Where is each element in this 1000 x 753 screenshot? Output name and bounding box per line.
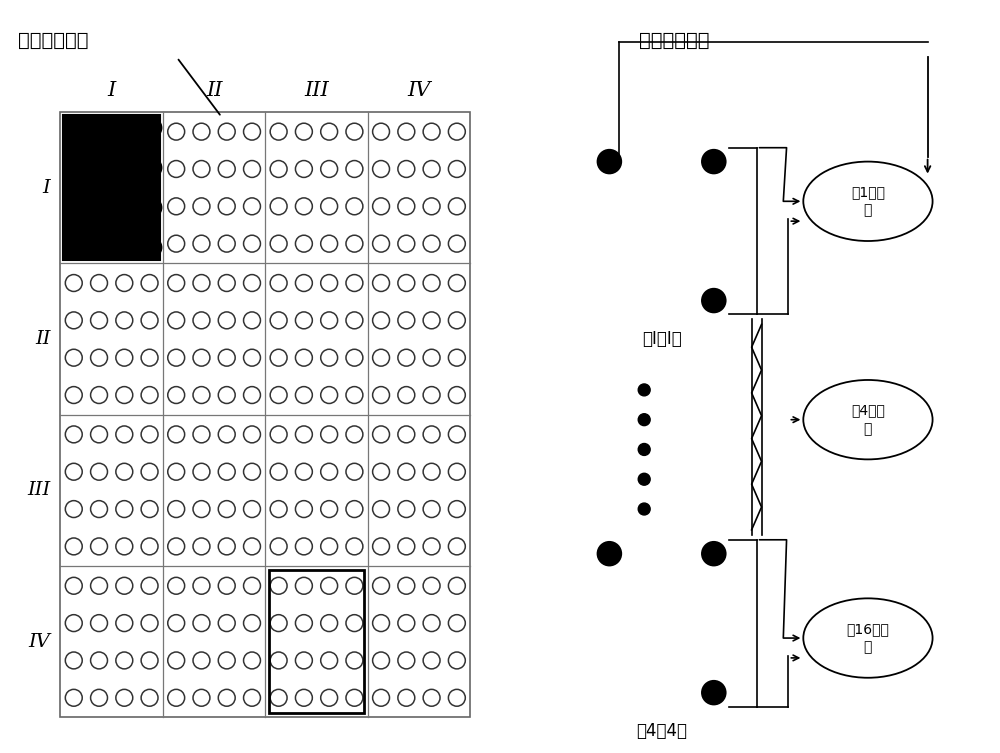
Circle shape bbox=[116, 237, 136, 258]
Circle shape bbox=[632, 219, 656, 243]
Circle shape bbox=[90, 158, 110, 178]
Circle shape bbox=[64, 118, 84, 138]
Circle shape bbox=[702, 681, 726, 705]
Circle shape bbox=[632, 541, 656, 566]
Text: III: III bbox=[304, 81, 329, 100]
Circle shape bbox=[667, 681, 691, 705]
Bar bbox=[269, 570, 364, 714]
Circle shape bbox=[597, 646, 621, 670]
Circle shape bbox=[667, 288, 691, 312]
Circle shape bbox=[667, 219, 691, 243]
Circle shape bbox=[702, 541, 726, 566]
Text: 第4捆光
纤: 第4捆光 纤 bbox=[851, 404, 885, 436]
Circle shape bbox=[597, 219, 621, 243]
Circle shape bbox=[597, 150, 621, 173]
Text: 第1捆光
纤: 第1捆光 纤 bbox=[851, 185, 885, 218]
Circle shape bbox=[116, 197, 136, 218]
Circle shape bbox=[667, 541, 691, 566]
Circle shape bbox=[632, 681, 656, 705]
Circle shape bbox=[142, 197, 162, 218]
Circle shape bbox=[632, 150, 656, 173]
Circle shape bbox=[64, 237, 84, 258]
Circle shape bbox=[638, 444, 650, 456]
Circle shape bbox=[702, 254, 726, 278]
Text: 光纤阵列后端: 光纤阵列后端 bbox=[639, 31, 710, 50]
Text: II: II bbox=[35, 330, 51, 348]
Circle shape bbox=[702, 150, 726, 173]
Circle shape bbox=[702, 219, 726, 243]
Circle shape bbox=[597, 288, 621, 312]
Circle shape bbox=[638, 384, 650, 396]
Text: IV: IV bbox=[407, 81, 431, 100]
Bar bbox=[63, 115, 160, 261]
Text: I: I bbox=[108, 81, 116, 100]
Circle shape bbox=[597, 577, 621, 600]
Text: IV: IV bbox=[29, 633, 51, 651]
Text: II: II bbox=[206, 81, 222, 100]
Circle shape bbox=[632, 184, 656, 209]
Circle shape bbox=[64, 158, 84, 178]
Text: （I，I）: （I，I） bbox=[642, 331, 681, 349]
Circle shape bbox=[632, 254, 656, 278]
Circle shape bbox=[632, 288, 656, 312]
Circle shape bbox=[597, 184, 621, 209]
Text: 光纤阵列前端: 光纤阵列前端 bbox=[18, 31, 88, 50]
Circle shape bbox=[632, 577, 656, 600]
Text: （4，4）: （4，4） bbox=[636, 722, 687, 740]
Circle shape bbox=[702, 611, 726, 635]
Circle shape bbox=[702, 184, 726, 209]
Circle shape bbox=[142, 118, 162, 138]
Circle shape bbox=[597, 681, 621, 705]
Circle shape bbox=[667, 254, 691, 278]
Text: I: I bbox=[43, 178, 51, 197]
Circle shape bbox=[632, 611, 656, 635]
Circle shape bbox=[667, 611, 691, 635]
Circle shape bbox=[638, 474, 650, 485]
Circle shape bbox=[142, 237, 162, 258]
Bar bbox=[60, 112, 470, 718]
Circle shape bbox=[632, 646, 656, 670]
Circle shape bbox=[702, 288, 726, 312]
Circle shape bbox=[667, 646, 691, 670]
Circle shape bbox=[638, 413, 650, 425]
Circle shape bbox=[116, 118, 136, 138]
Circle shape bbox=[667, 150, 691, 173]
Circle shape bbox=[667, 577, 691, 600]
Circle shape bbox=[142, 158, 162, 178]
Text: 第16捆光
纤: 第16捆光 纤 bbox=[847, 622, 889, 654]
Circle shape bbox=[64, 197, 84, 218]
Circle shape bbox=[90, 118, 110, 138]
Circle shape bbox=[597, 541, 621, 566]
Circle shape bbox=[90, 197, 110, 218]
Circle shape bbox=[667, 184, 691, 209]
Circle shape bbox=[597, 254, 621, 278]
Circle shape bbox=[597, 611, 621, 635]
Circle shape bbox=[702, 577, 726, 600]
Circle shape bbox=[90, 237, 110, 258]
Text: III: III bbox=[27, 481, 51, 499]
Circle shape bbox=[638, 503, 650, 515]
Circle shape bbox=[702, 646, 726, 670]
Circle shape bbox=[116, 158, 136, 178]
